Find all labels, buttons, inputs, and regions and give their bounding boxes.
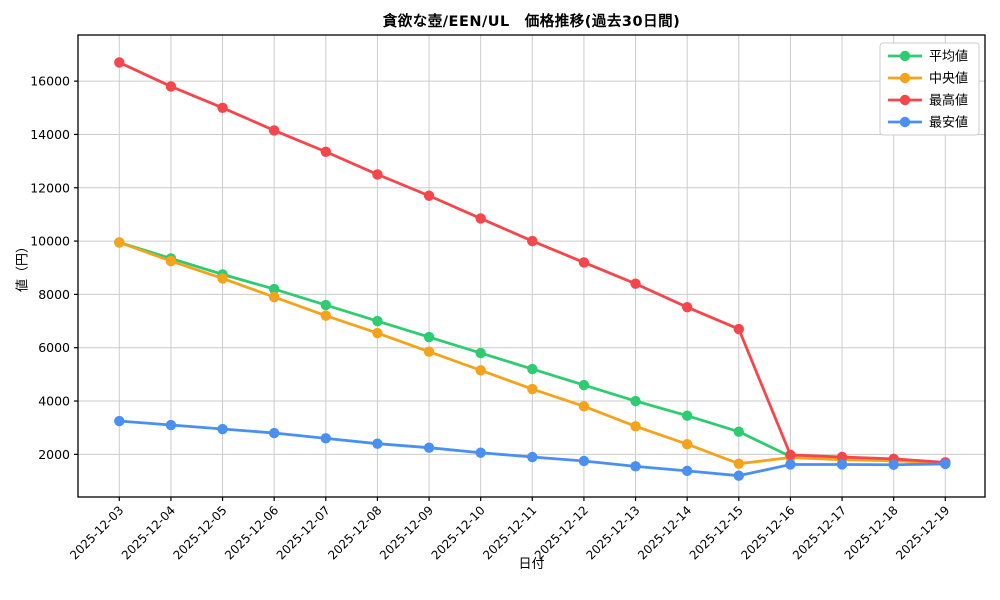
data-point	[681, 301, 693, 313]
data-point	[578, 379, 590, 391]
data-point	[114, 57, 125, 68]
y-tick-label: 14000	[30, 127, 70, 142]
data-point	[888, 459, 899, 470]
legend-label: 最安値	[929, 115, 968, 131]
data-point	[268, 427, 280, 439]
y-tick-label: 6000	[38, 340, 70, 355]
data-point	[578, 257, 590, 268]
y-tick-label: 10000	[30, 234, 70, 249]
data-point	[578, 455, 590, 467]
legend-label: 最高値	[929, 93, 968, 109]
y-tick-label: 4000	[38, 394, 70, 409]
y-tick-label: 12000	[30, 180, 70, 195]
data-point	[475, 213, 486, 224]
data-point	[578, 401, 590, 412]
data-point	[217, 102, 228, 113]
data-point	[733, 426, 744, 437]
data-point	[630, 278, 641, 289]
legend-label: 中央値	[929, 71, 968, 87]
legend-marker	[899, 50, 911, 62]
data-point	[423, 190, 435, 201]
data-point	[320, 146, 331, 157]
series-最安値	[114, 415, 951, 481]
data-point	[836, 451, 848, 463]
chart-title: 貪欲な壺/EEN/UL 価格推移(過去30日間)	[382, 14, 681, 30]
data-point	[320, 310, 331, 321]
plot-border	[77, 34, 986, 498]
data-point	[165, 255, 177, 267]
data-point	[114, 415, 125, 427]
data-point	[320, 433, 331, 444]
data-point	[681, 410, 693, 421]
y-tick-label: 8000	[38, 287, 70, 302]
data-point	[423, 346, 435, 357]
data-point	[165, 419, 177, 431]
data-point	[268, 125, 280, 136]
data-point	[475, 447, 486, 458]
legend-marker	[899, 94, 911, 106]
data-point	[372, 438, 383, 449]
data-point	[527, 451, 538, 463]
data-point	[630, 395, 641, 407]
data-point	[165, 81, 177, 92]
data-point	[268, 283, 280, 295]
y-axis-title: 値（円）	[15, 239, 31, 293]
legend-marker	[899, 116, 911, 128]
data-point	[681, 465, 693, 477]
data-point	[836, 459, 848, 470]
data-point	[423, 442, 435, 453]
data-point	[733, 470, 744, 481]
data-point	[630, 461, 641, 472]
data-point	[785, 449, 796, 461]
data-point	[372, 315, 383, 327]
legend-label: 平均値	[929, 49, 968, 65]
data-point	[527, 383, 538, 395]
data-point	[268, 291, 280, 303]
data-point	[785, 459, 796, 470]
data-point	[733, 323, 744, 335]
data-point	[114, 237, 125, 248]
series-最高値	[114, 57, 951, 468]
data-point	[630, 421, 641, 432]
legend-box	[879, 42, 980, 136]
axis-ticks: 2000400060008000100001200014000160002025…	[30, 74, 952, 563]
x-axis-title: 日付	[518, 557, 545, 572]
data-point	[475, 347, 486, 359]
y-tick-label: 2000	[38, 447, 70, 462]
legend-marker	[899, 72, 911, 84]
data-point	[527, 235, 538, 247]
data-point	[527, 363, 538, 375]
y-tick-label: 16000	[30, 74, 70, 89]
data-point	[217, 423, 228, 435]
data-point	[217, 273, 228, 284]
data-point	[681, 439, 693, 450]
data-point	[372, 327, 383, 339]
data-point	[423, 331, 435, 343]
data-point	[320, 299, 331, 311]
data-point	[372, 169, 383, 180]
data-point	[733, 458, 744, 469]
data-point	[940, 458, 951, 470]
data-point	[475, 365, 486, 376]
